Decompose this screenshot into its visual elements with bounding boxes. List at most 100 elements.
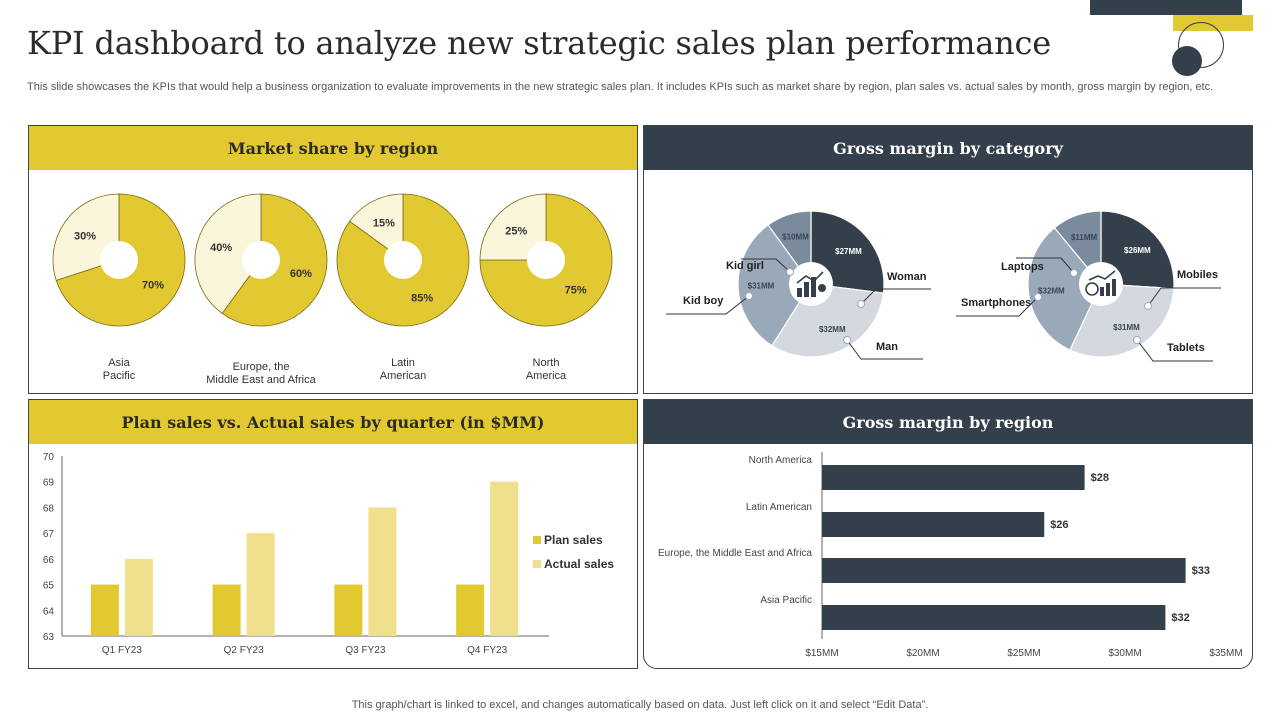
icon-coin	[1085, 282, 1099, 296]
page-title: KPI dashboard to analyze new strategic s…	[27, 24, 1052, 62]
donut-slice-main	[479, 193, 613, 327]
region-bar	[822, 558, 1186, 583]
donut-value-label: 40%	[210, 242, 232, 254]
callout-line	[1136, 339, 1213, 362]
footer-note: This graph/chart is linked to excel, and…	[351, 699, 929, 711]
bar-plan	[212, 584, 241, 636]
bar-actual	[490, 481, 519, 636]
y-tick-label: 64	[43, 606, 55, 617]
donut-slice-rest	[479, 193, 547, 261]
region-bar	[822, 605, 1166, 630]
legend-swatch	[533, 560, 541, 568]
x-tick-label: Q2 FY23	[224, 645, 264, 656]
slice-value-label: $10MM	[782, 232, 809, 241]
x-tick-label: $35MM	[1209, 648, 1242, 659]
bar-value-label: $28	[1091, 472, 1109, 484]
region-label: North	[533, 357, 560, 369]
region-label: Asia	[108, 357, 130, 369]
bar-actual	[124, 558, 153, 636]
bar-value-label: $33	[1192, 565, 1210, 577]
slice-value-label: $27MM	[835, 247, 862, 256]
donut-hole	[100, 241, 138, 279]
icon-bar	[797, 288, 802, 297]
callout-line	[666, 295, 750, 315]
market-share-panel: Market share by region 70% 30% Asia Pacific…	[28, 125, 638, 394]
icon-bar	[1112, 279, 1116, 296]
y-tick-label: 70	[43, 452, 55, 463]
region-label: Pacific	[103, 370, 136, 382]
callout-dot	[786, 268, 794, 276]
icon-bar	[1100, 287, 1104, 296]
callout-line	[860, 288, 931, 305]
category-name-label: Mobiles	[1177, 269, 1218, 281]
page-subtitle: This slide showcases the KPIs that would…	[27, 81, 1214, 93]
donut-hole	[384, 241, 422, 279]
x-tick-label: Q4 FY23	[467, 645, 507, 656]
icon-bar	[811, 277, 816, 297]
icon-bar	[804, 282, 809, 297]
bar-plan	[456, 584, 485, 636]
region-bar	[822, 512, 1045, 537]
legend-label: Actual sales	[544, 557, 614, 571]
x-tick-label: $15MM	[805, 648, 838, 659]
y-tick-label: 65	[43, 581, 55, 592]
bar-plan	[90, 584, 119, 636]
plan-actual-chart: 63 64 65 66 67 68 69 70 Q1 FY23 Q2 FY23 Q3 FY23 Q4 …	[43, 452, 614, 656]
category-margin-panel: Gross margin by category $27MM $32MM $31MM…	[643, 125, 1253, 394]
category-name-label: Smartphones	[961, 297, 1031, 309]
x-tick-label: Q1 FY23	[102, 645, 142, 656]
callout-dot	[1144, 302, 1152, 310]
donut-value-label: 60%	[290, 268, 312, 280]
donut-value-label: 15%	[373, 218, 395, 230]
callout-dot	[1034, 293, 1042, 301]
x-tick-label: Q3 FY23	[345, 645, 385, 656]
bar-actual	[368, 507, 397, 636]
category-slice	[1100, 210, 1175, 290]
bar-actual	[246, 533, 275, 636]
bar-value-label: $32	[1171, 612, 1189, 624]
category-name-label: Tablets	[1167, 342, 1205, 354]
donut-value-label: 25%	[505, 225, 527, 237]
callout-line	[741, 258, 791, 273]
category-name-label: Woman	[887, 271, 927, 283]
y-tick-label: 69	[43, 478, 55, 489]
plan-actual-title: Plan sales vs. Actual sales by quarter (…	[29, 400, 637, 444]
decor-dark-bar	[1090, 0, 1242, 15]
x-tick-label: $25MM	[1007, 648, 1040, 659]
region-category-label: North America	[749, 455, 813, 466]
donut-value-label: 75%	[565, 285, 587, 297]
x-tick-label: $20MM	[906, 648, 939, 659]
callout-line	[846, 339, 923, 360]
donut-value-label: 30%	[74, 230, 96, 242]
callout-dot	[1133, 336, 1141, 344]
region-label: Europe, the	[233, 361, 290, 373]
callout-line	[1147, 287, 1221, 307]
slice-value-label: $31MM	[748, 282, 775, 291]
callout-dot	[857, 300, 865, 308]
money-growth-icon	[1085, 270, 1116, 296]
decor-ring	[1178, 22, 1224, 68]
slice-value-label: $26MM	[1124, 246, 1151, 255]
category-margin-chart: $27MM $32MM $31MM $10MM Woman Man Kid boy Kid g…	[666, 210, 1221, 362]
plan-actual-panel: Plan sales vs. Actual sales by quarter (…	[28, 399, 638, 669]
region-label: American	[380, 370, 426, 382]
donut-hole	[527, 241, 565, 279]
icon-trend	[1088, 270, 1116, 281]
icon-trend	[796, 271, 824, 284]
region-bar	[822, 465, 1085, 490]
market-share-title: Market share by region	[29, 126, 637, 170]
slice-value-label: $31MM	[1113, 323, 1140, 332]
y-tick-label: 68	[43, 503, 55, 514]
callout-dot	[1070, 269, 1078, 277]
bar-value-label: $26	[1050, 519, 1068, 531]
donut-value-label: 85%	[411, 292, 433, 304]
region-category-label: Asia Pacific	[760, 595, 812, 606]
region-category-label: Europe, the Middle East and Africa	[658, 548, 812, 559]
region-margin-title: Gross margin by region	[644, 400, 1252, 444]
category-name-label: Kid girl	[726, 260, 764, 272]
region-label: America	[526, 370, 567, 382]
category-name-label: Laptops	[1001, 261, 1044, 273]
slice-value-label: $32MM	[1038, 286, 1065, 295]
y-tick-label: 67	[43, 529, 55, 540]
